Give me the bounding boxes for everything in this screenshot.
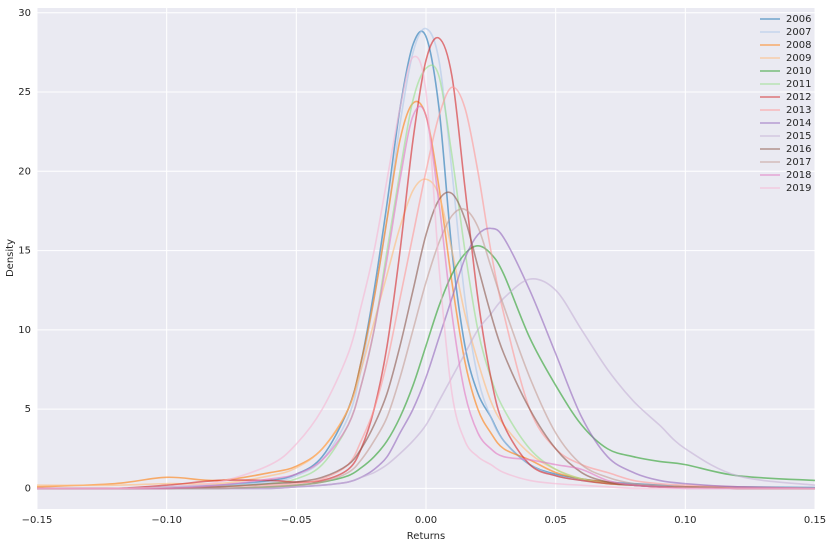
legend-label: 2010 <box>786 66 811 77</box>
y-tick-label: 0 <box>25 483 31 494</box>
legend-label: 2015 <box>786 131 811 142</box>
y-tick-label: 20 <box>18 166 31 177</box>
legend-label: 2008 <box>786 40 811 51</box>
y-tick-label: 30 <box>18 8 31 19</box>
legend-label: 2016 <box>786 144 811 155</box>
series-line <box>37 86 816 490</box>
x-tick-label: 0.00 <box>415 515 437 526</box>
x-tick-label: 0.10 <box>674 515 696 526</box>
x-tick-label: −0.10 <box>151 515 182 526</box>
y-tick-label: 5 <box>25 404 31 415</box>
y-tick-label: 25 <box>18 87 31 98</box>
legend-label: 2019 <box>786 183 811 194</box>
x-tick-label: 0.15 <box>804 515 826 526</box>
x-tick-label: 0.05 <box>545 515 567 526</box>
series-line <box>37 207 816 490</box>
legend-label: 2014 <box>786 118 811 129</box>
x-tick-label: −0.05 <box>281 515 312 526</box>
legend-label: 2009 <box>786 53 811 64</box>
series-line <box>37 105 815 490</box>
legend-label: 2018 <box>786 170 811 181</box>
legend-label: 2012 <box>786 92 811 103</box>
y-tick-label: 15 <box>18 246 31 257</box>
legend-label: 2007 <box>786 27 811 38</box>
y-tick-label: 10 <box>18 325 31 336</box>
series-line <box>36 55 815 490</box>
series-line <box>37 278 816 490</box>
legend-label: 2006 <box>786 14 811 25</box>
x-axis-label: Returns <box>407 531 445 542</box>
y-axis-label: Density <box>5 239 16 277</box>
legend-label: 2017 <box>786 157 811 168</box>
legend-label: 2011 <box>786 79 811 90</box>
x-tick-label: −0.15 <box>22 515 53 526</box>
legend-label: 2013 <box>786 105 811 116</box>
